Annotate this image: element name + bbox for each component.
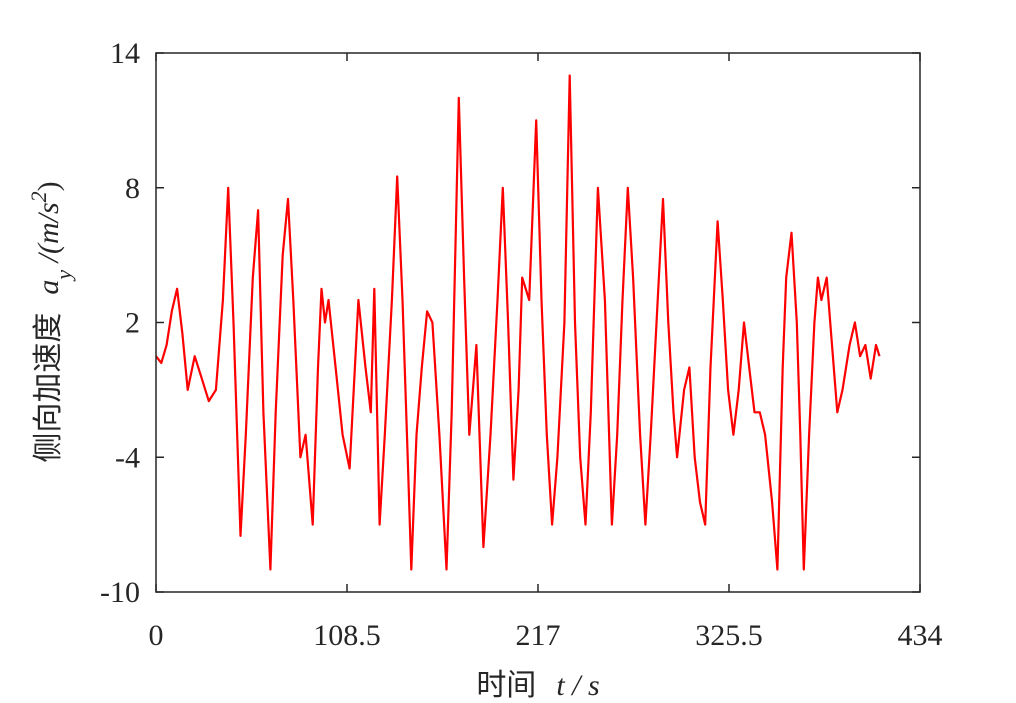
- y-tick-label: 2: [125, 307, 140, 340]
- y-tick-label: -10: [100, 576, 140, 609]
- y-label-subscript: y: [51, 270, 76, 282]
- y-tick-label: -4: [115, 441, 140, 474]
- data-line: [155, 74, 881, 571]
- x-tick-label: 0: [149, 619, 164, 652]
- y-label-unit: /(m/s: [32, 202, 65, 270]
- x-tick-label: 217: [516, 619, 561, 652]
- x-label-symbol: t / s: [556, 669, 599, 702]
- y-label-symbol: a: [32, 280, 65, 295]
- x-tick-label: 325.5: [695, 619, 763, 652]
- x-axis-label: 时间 t / s: [476, 669, 599, 702]
- x-tick-label: 108.5: [313, 619, 381, 652]
- y-label-text: 侧向加速度: [32, 313, 65, 463]
- x-label-text: 时间: [476, 669, 536, 702]
- y-tick-label: 14: [110, 37, 140, 70]
- y-axis-label: 侧向加速度 ay /(m/s2): [26, 181, 76, 462]
- y-tick-label: 8: [125, 172, 140, 205]
- x-tick-label: 434: [898, 619, 943, 652]
- y-label-close: ): [32, 181, 65, 191]
- y-label-superscript: 2: [26, 191, 51, 202]
